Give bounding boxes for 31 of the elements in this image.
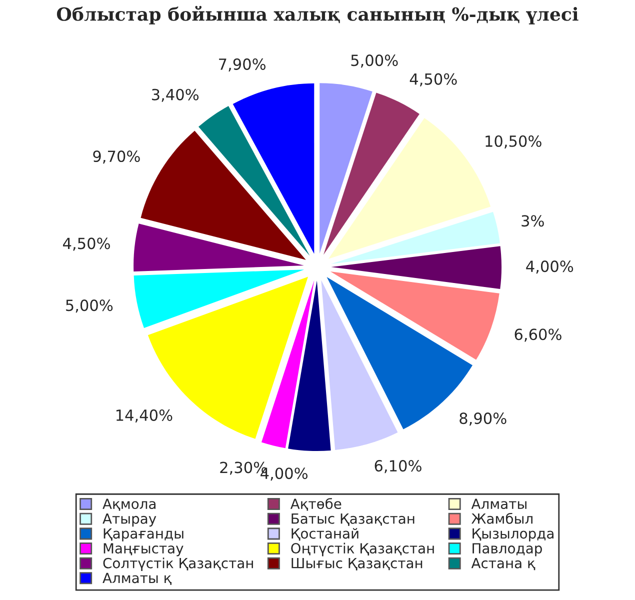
- chart-title: Облыстар бойынша халық санының %-дық үлесі: [56, 6, 578, 24]
- legend-label: Қарағанды: [104, 528, 184, 542]
- data-label: 3,40%: [152, 88, 199, 102]
- data-label: 5,00%: [66, 300, 113, 313]
- data-label: 9,70%: [93, 150, 140, 164]
- data-label: 4,50%: [63, 238, 110, 251]
- legend-label: Астана қ: [471, 558, 536, 570]
- legend-label: Ақмола: [102, 498, 156, 511]
- legend-label: Қостанай: [292, 528, 358, 541]
- legend-label: Алматы: [471, 498, 526, 510]
- legend-label: Павлодар: [472, 543, 542, 556]
- data-label: 8,90%: [460, 412, 506, 426]
- legend-label: Жамбыл: [472, 512, 532, 524]
- legend-label: Шығыс Қазақстан: [292, 558, 422, 570]
- data-label: 5,00%: [351, 54, 398, 68]
- legend-label: Алматы қ: [102, 572, 172, 585]
- data-label: 14,40%: [116, 409, 172, 423]
- legend-label: Қызылорда: [472, 528, 554, 542]
- legend-label: Маңғыстау: [104, 543, 184, 556]
- legend-label: Ақтөбе: [290, 498, 342, 511]
- data-label: 6,60%: [514, 328, 562, 342]
- data-label: 4,50%: [410, 73, 457, 86]
- data-label: 7,90%: [219, 58, 266, 72]
- data-label: 10,50%: [486, 135, 542, 148]
- legend-label: Атырау: [102, 514, 156, 527]
- data-label: 6,10%: [374, 460, 422, 474]
- legend-label: Солтүстік Қазақстан: [103, 558, 253, 572]
- legend-label: Батыс Қазақстан: [292, 514, 414, 526]
- legend-label: Оңтүстік Қазақстан: [291, 542, 434, 556]
- data-label: 4,00%: [526, 260, 574, 274]
- data-label: 3%: [522, 215, 544, 227]
